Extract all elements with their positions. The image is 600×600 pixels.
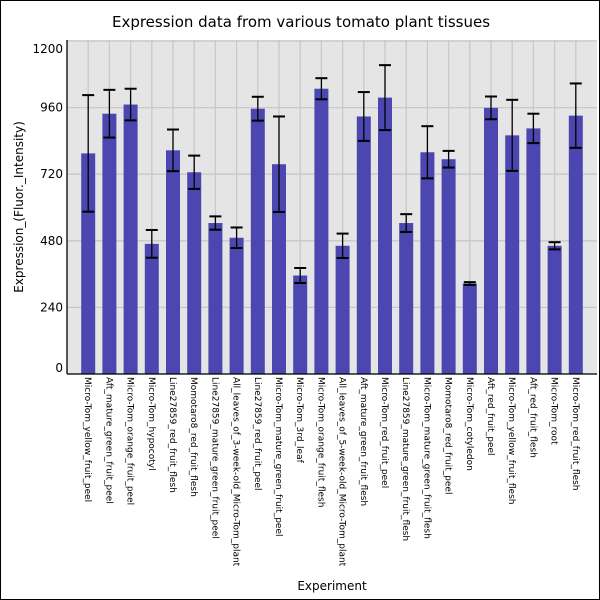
x-tick-label: Micro-Tom_3rd_leaf <box>294 377 304 464</box>
x-tick-label: Aft_red_fruit_peel <box>485 377 495 456</box>
bar <box>250 108 265 375</box>
bar <box>144 243 159 374</box>
bar <box>441 159 456 374</box>
x-tick-label: Aft_mature_green_fruit_peel <box>103 377 113 504</box>
x-tick-label: Micro-Tom_orange_fruit_flesh <box>315 377 325 507</box>
x-tick-label: Line27859_mature_green_fruit_peel <box>209 377 219 539</box>
bar <box>166 150 180 374</box>
bar <box>547 245 562 374</box>
x-axis-label: Experiment <box>297 579 367 593</box>
x-tick-label: Line27859_mature_green_fruit_flesh <box>400 377 410 541</box>
bar <box>356 116 371 374</box>
x-tick-label: Micro-Tom_mature_green_fruit_flesh <box>421 377 431 539</box>
bar <box>484 107 498 374</box>
x-tick-label: Momotaro8_red_fruit_flesh <box>188 377 198 497</box>
y-tick-label: 0 <box>55 361 63 375</box>
x-tick-label: Aft_red_fruit_flesh <box>527 377 537 458</box>
x-tick-label: Line27859_red_fruit_peel <box>252 377 262 491</box>
x-tick-labels: Micro-Tom_yellow_fruit_peel Aft_mature_gr… <box>82 377 580 567</box>
bar <box>420 152 435 374</box>
error-bars <box>82 64 582 286</box>
bar <box>187 172 202 374</box>
y-tick-label: 480 <box>40 234 63 248</box>
x-tick-label: Micro-Tom_orange_fruit_peel <box>125 377 135 505</box>
bar <box>102 113 117 374</box>
x-tick-label: Micro-Tom_yellow_fruit_peel <box>82 377 92 502</box>
y-tick-labels: 0 240 480 720 960 1200 <box>32 42 63 375</box>
y-tick-label: 1200 <box>32 42 63 56</box>
x-tick-label: Micro-Tom_mature_green_fruit_peel <box>273 377 283 537</box>
chart-title: Expression data from various tomato plan… <box>112 13 490 31</box>
x-tick-label: Line27859_red_fruit_flesh <box>167 377 177 493</box>
bar <box>505 135 520 374</box>
bar <box>568 115 583 375</box>
bar <box>272 164 286 374</box>
bar <box>314 88 329 374</box>
bar <box>526 128 541 374</box>
bar <box>123 104 138 375</box>
bar <box>208 223 223 374</box>
bar <box>81 153 96 374</box>
bar <box>462 283 477 374</box>
x-tick-label: Micro-Tom_cotyledon <box>464 377 474 471</box>
y-tick-label: 960 <box>40 101 63 115</box>
bar <box>293 275 308 374</box>
y-tick-label: 240 <box>40 300 63 314</box>
y-tick-label: 720 <box>40 167 63 181</box>
bar <box>378 97 392 375</box>
bar <box>229 237 244 374</box>
y-axis-label: Expression_(Fluor._Intensity) <box>12 121 26 293</box>
bar <box>335 245 350 374</box>
x-tick-label: Micro-Tom_hypocotyl <box>146 377 156 471</box>
x-tick-label: Aft_mature_green_fruit_flesh <box>358 377 368 506</box>
x-tick-label: Micro-Tom_red_fruit_flesh <box>570 377 580 491</box>
bars <box>81 88 583 375</box>
bar <box>399 223 414 374</box>
x-tick-label: All_leaves_of_3-week-old_Micro-Tom_plant <box>231 377 241 567</box>
x-tick-label: Momotaro8_red_fruit_peel <box>443 377 453 494</box>
axes <box>66 40 597 375</box>
x-tick-label: Micro-Tom_red_fruit_peel <box>379 377 389 488</box>
x-tick-label: Micro-Tom_yellow_fruit_flesh <box>506 377 516 505</box>
x-tick-label: Micro-Tom_root <box>549 377 559 445</box>
x-tick-label: All_leaves_of_5-week-old_Micro-Tom_plant <box>337 377 347 567</box>
